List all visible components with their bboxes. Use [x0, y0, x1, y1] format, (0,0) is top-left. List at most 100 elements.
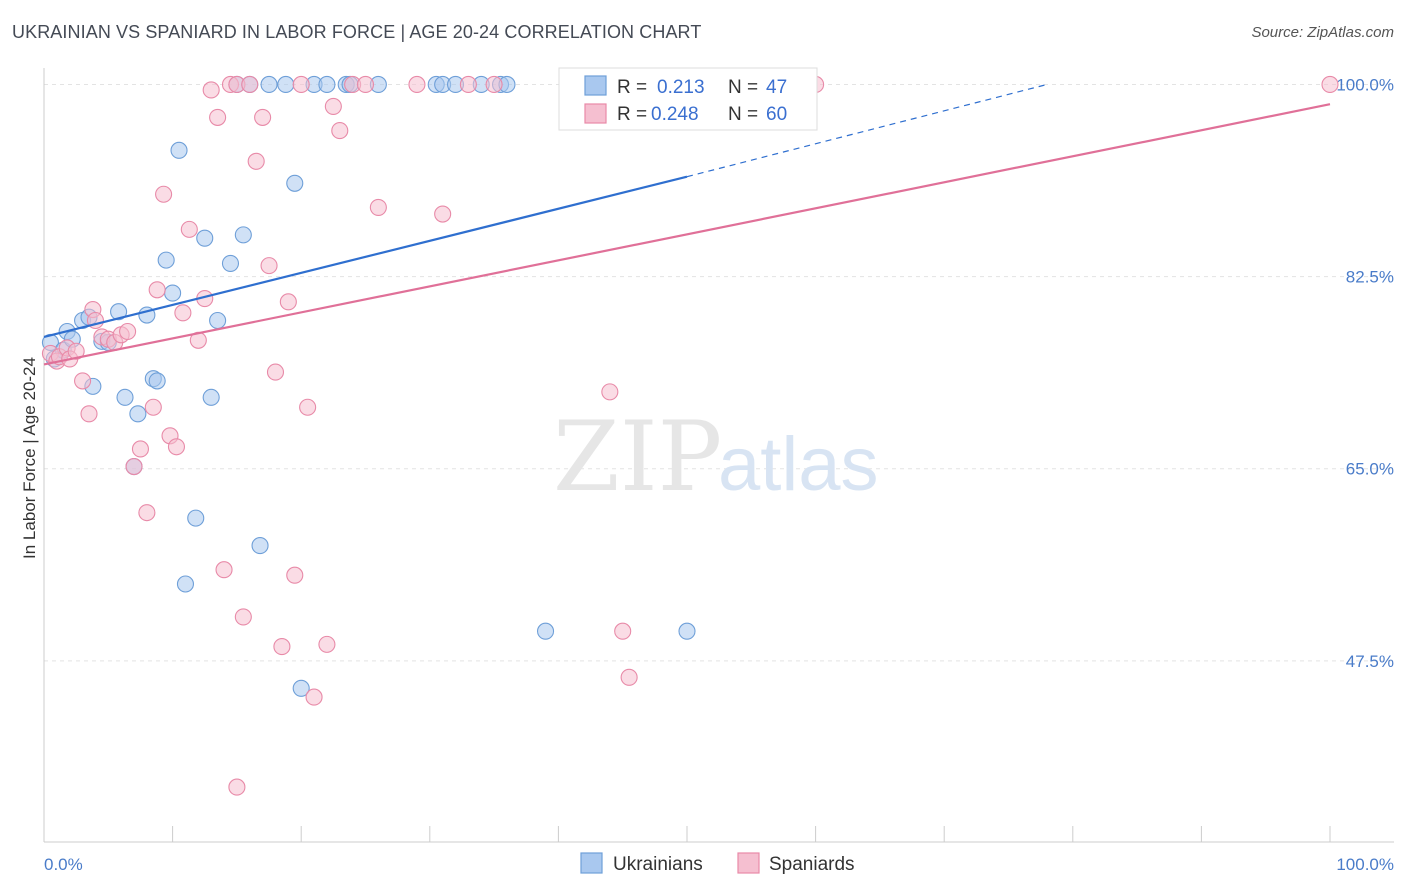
data-point [324, 97, 342, 115]
trend-extension-ukrainians [686, 83, 1048, 178]
bottom-legend-swatch-ukrainians [580, 852, 603, 874]
source-credit: Source: ZipAtlas.com [1251, 24, 1394, 41]
legend-r-label-2: R = [617, 104, 647, 125]
y-tick-label: 47.5% [1346, 652, 1394, 671]
data-point [167, 438, 186, 456]
data-point [170, 141, 188, 159]
data-point [131, 440, 149, 458]
data-point [318, 635, 336, 653]
watermark-atlas: atlas [718, 422, 879, 507]
data-point [292, 75, 310, 94]
data-point [155, 185, 173, 203]
data-point [129, 405, 147, 423]
legend-n-label-1: N = [728, 77, 758, 98]
bottom-legend-swatch-spaniards [737, 852, 760, 874]
legend-box: R = 0.213 N = 47 R = 0.248 N = 60 [558, 67, 818, 131]
trend-line-ukrainians [43, 175, 688, 339]
data-point [260, 75, 278, 94]
data-point [434, 205, 452, 223]
data-point [251, 537, 269, 555]
data-point [459, 75, 477, 94]
legend-n-value-2: 60 [766, 104, 787, 125]
data-point [67, 342, 85, 360]
trend-lines [43, 83, 1331, 366]
data-point [196, 229, 214, 247]
watermark: ZIP atlas [553, 401, 879, 513]
data-point [209, 311, 227, 330]
data-point [138, 504, 156, 522]
legend-r-value-2: 0.248 [651, 104, 699, 125]
series-ukrainians-points [41, 75, 696, 697]
data-point [601, 383, 619, 401]
data-point [536, 622, 555, 640]
data-point [228, 778, 246, 796]
data-point [144, 398, 162, 416]
legend-n-label-2: N = [728, 104, 758, 125]
data-point [176, 575, 195, 593]
data-point [234, 608, 252, 626]
x-tick-label-max: 100.0% [1336, 855, 1394, 874]
data-point [74, 372, 92, 390]
legend-n-value-1: 47 [766, 77, 787, 98]
data-point [164, 284, 182, 302]
data-point [260, 257, 278, 275]
data-point [286, 174, 304, 192]
data-point [187, 509, 205, 527]
data-point [286, 566, 304, 584]
data-point [292, 679, 310, 697]
axes [43, 68, 1394, 843]
data-point [80, 405, 98, 423]
data-point [116, 388, 134, 406]
x-tick-label-min: 0.0% [44, 855, 83, 874]
data-point [157, 251, 175, 269]
data-point [215, 561, 233, 579]
legend-swatch-spaniards [584, 103, 607, 124]
bottom-legend-spaniards: Spaniards [769, 854, 855, 875]
grid-lines [44, 83, 1394, 662]
data-point [1321, 75, 1339, 94]
data-point [119, 322, 137, 341]
legend-swatch-ukrainians [584, 75, 607, 96]
data-point [174, 304, 192, 322]
data-point [279, 293, 297, 311]
data-point [209, 108, 227, 126]
y-tick-labels: 47.5% 65.0% 82.5% 100.0% [1336, 75, 1394, 670]
data-point [408, 75, 426, 94]
data-points [41, 75, 1339, 796]
x-tick-labels: 0.0% 100.0% [44, 855, 1394, 874]
data-point [318, 75, 336, 94]
y-tick-label: 65.0% [1346, 460, 1394, 479]
data-point [202, 388, 220, 406]
data-point [148, 281, 166, 299]
data-point [678, 622, 696, 640]
data-point [266, 363, 285, 381]
series-spaniards-points [41, 75, 1339, 796]
data-point [485, 75, 503, 94]
y-tick-label: 82.5% [1346, 268, 1394, 287]
data-point [620, 668, 638, 686]
y-axis-title: In Labor Force | Age 20-24 [20, 357, 39, 559]
data-point [614, 622, 632, 640]
data-point [369, 198, 387, 216]
data-point [148, 372, 166, 390]
legend-r-value-1: 0.213 [657, 77, 705, 98]
data-point [247, 152, 265, 170]
data-point [241, 75, 259, 94]
bottom-legend-ukrainians: Ukrainians [613, 854, 703, 875]
data-point [331, 122, 349, 140]
data-point [305, 688, 323, 706]
data-point [234, 226, 252, 244]
data-point [273, 638, 291, 656]
legend-r-label-1: R = [617, 77, 647, 98]
data-point [299, 398, 317, 416]
data-point [221, 254, 240, 272]
data-point [180, 220, 198, 238]
y-tick-label: 100.0% [1336, 75, 1394, 94]
data-point [254, 108, 272, 126]
chart-title: UKRAINIAN VS SPANIARD IN LABOR FORCE | A… [12, 22, 702, 42]
bottom-legend: Ukrainians Spaniards [580, 852, 855, 875]
data-point [277, 75, 295, 94]
data-point [110, 303, 128, 321]
watermark-zip: ZIP [553, 401, 722, 513]
